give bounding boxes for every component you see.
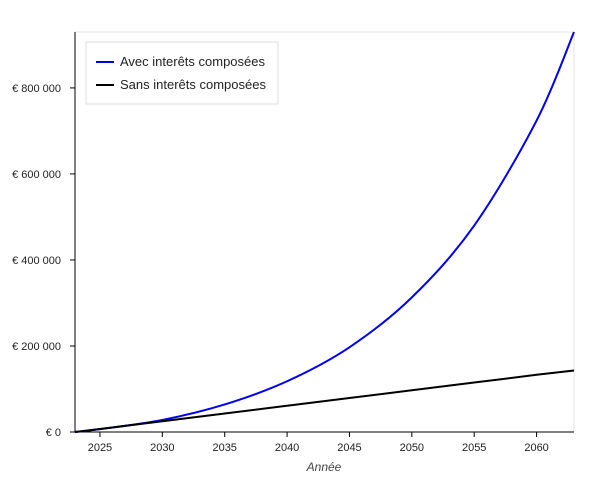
y-tick-label: € 600 000: [12, 169, 61, 181]
x-tick-label: 2040: [275, 442, 299, 454]
y-tick-label: € 400 000: [12, 255, 61, 267]
y-tick-label: € 800 000: [12, 83, 61, 95]
y-tick-label: € 200 000: [12, 341, 61, 353]
x-tick-label: 2025: [88, 442, 112, 454]
x-tick-label: 2035: [212, 442, 236, 454]
plot-area: € 0 € 200 000 € 400 000 € 600 000 € 800 000 2…: [12, 31, 575, 454]
x-axis-title: Année: [306, 460, 342, 474]
y-tick-label: € 0: [46, 427, 61, 439]
legend-label-without-interest: Sans interêts composées: [120, 77, 266, 92]
x-tick-label: 2060: [524, 442, 548, 454]
x-tick-label: 2030: [150, 442, 174, 454]
x-tick-label: 2055: [462, 442, 486, 454]
legend: Avec interêts composées Sans interêts co…: [85, 41, 279, 105]
x-tick-label: 2050: [400, 442, 424, 454]
x-tick-label: 2045: [337, 442, 361, 454]
series-line-without-interest: [74, 369, 575, 433]
legend-box: [85, 41, 279, 105]
legend-label-with-interest: Avec interêts composées: [120, 54, 265, 69]
